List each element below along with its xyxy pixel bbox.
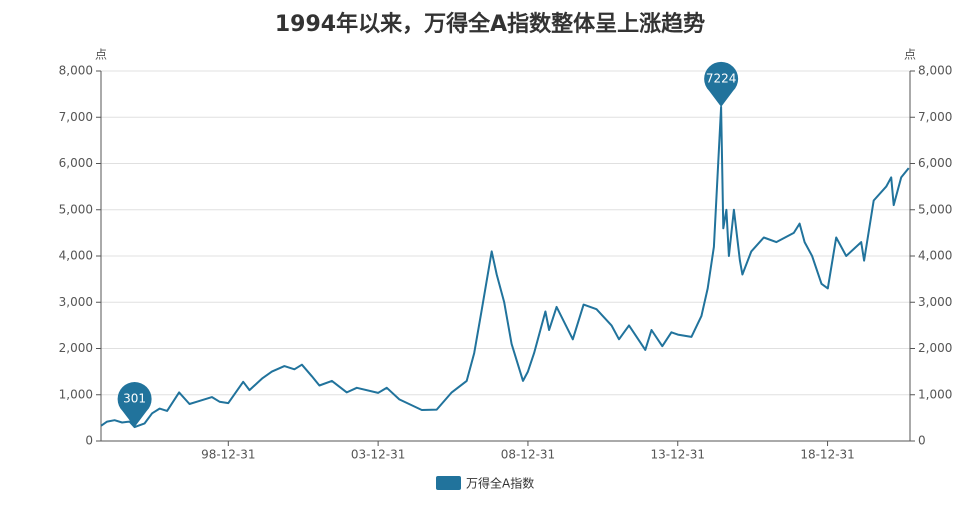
- x-tick-label: 08-12-31: [501, 448, 555, 462]
- x-tick-label: 18-12-31: [800, 448, 854, 462]
- y2-tick-label: 1,000: [918, 387, 952, 401]
- x-tick-label: 98-12-31: [201, 448, 255, 462]
- legend-swatch: [436, 476, 461, 490]
- y-axis-label: 点: [95, 48, 107, 62]
- y2-tick-label: 2,000: [918, 341, 952, 355]
- y-tick-label: 6,000: [59, 156, 93, 170]
- line: [100, 105, 910, 429]
- y-tick-label: 2,000: [59, 341, 93, 355]
- y-tick-label: 3,000: [59, 295, 93, 309]
- y2-tick-label: 0: [918, 434, 926, 448]
- y2-tick-label: 4,000: [918, 249, 952, 263]
- y2-tick-label: 8,000: [918, 64, 952, 78]
- y2-axis-label: 点: [904, 48, 916, 62]
- y2-tick-label: 3,000: [918, 295, 952, 309]
- y-tick-label: 7,000: [59, 110, 93, 124]
- x-tick-label: 03-12-31: [351, 448, 405, 462]
- y2-tick-label: 6,000: [918, 156, 952, 170]
- marker-pin: [704, 61, 739, 107]
- y-tick-label: 4,000: [59, 249, 93, 263]
- x-tick-label: 13-12-31: [651, 448, 705, 462]
- marker-label: 7224: [706, 71, 737, 85]
- y-tick-label: 8,000: [59, 64, 93, 78]
- y-tick-label: 0: [85, 434, 93, 448]
- marker-pin: [117, 382, 152, 428]
- chart-title: 1994年以来，万得全A指数整体呈上涨趋势: [275, 11, 705, 37]
- marker-label: 301: [123, 392, 146, 406]
- y2-tick-label: 7,000: [918, 110, 952, 124]
- y-tick-label: 5,000: [59, 202, 93, 216]
- y-tick-label: 1,000: [59, 387, 93, 401]
- y2-tick-label: 5,000: [918, 202, 952, 216]
- legend-label: 万得全A指数: [466, 476, 534, 491]
